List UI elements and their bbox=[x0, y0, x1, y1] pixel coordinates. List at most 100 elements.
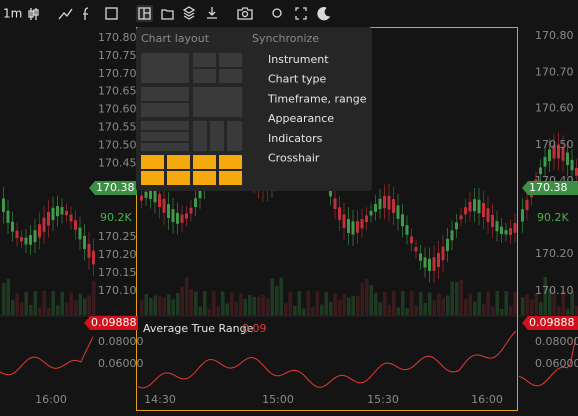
volume-bar bbox=[189, 289, 193, 315]
candle bbox=[374, 204, 377, 212]
candle bbox=[74, 220, 77, 230]
candle bbox=[38, 224, 41, 238]
last-price-tag: 170.38 bbox=[529, 181, 568, 194]
candle bbox=[180, 214, 184, 223]
atr-last-tag: 0.09888 bbox=[91, 316, 137, 329]
volume-bar bbox=[243, 298, 247, 315]
candle bbox=[432, 257, 436, 271]
candle bbox=[473, 199, 476, 212]
candle bbox=[414, 247, 418, 252]
layout-option-selected[interactable] bbox=[141, 155, 242, 185]
drawing-icon[interactable] bbox=[58, 8, 73, 20]
volume-bar bbox=[500, 308, 504, 315]
theme-icon[interactable] bbox=[317, 7, 331, 21]
candle bbox=[552, 145, 556, 159]
atr-last-tag-bg bbox=[84, 316, 138, 330]
layout-option[interactable] bbox=[141, 87, 242, 117]
sync-option[interactable]: Chart type bbox=[268, 73, 327, 86]
toolbar: 1m bbox=[3, 5, 331, 22]
volume-bar bbox=[405, 307, 409, 315]
download-icon[interactable] bbox=[207, 7, 217, 19]
layout-icon[interactable] bbox=[138, 7, 151, 20]
popup-subtitle: Synchronize bbox=[252, 32, 319, 45]
volume-bar bbox=[566, 308, 570, 315]
volume-bar bbox=[561, 291, 565, 315]
price-label: 170.50 bbox=[535, 138, 574, 151]
fullscreen-icon[interactable] bbox=[295, 7, 307, 20]
volume-bar bbox=[473, 301, 477, 315]
volume-bar bbox=[6, 279, 10, 315]
volume-bar bbox=[320, 304, 324, 315]
candle bbox=[423, 257, 427, 268]
volume-bar bbox=[329, 302, 333, 315]
settings-icon[interactable] bbox=[272, 8, 282, 18]
chart-type-icon[interactable] bbox=[28, 8, 39, 20]
candle bbox=[78, 227, 82, 240]
candle bbox=[387, 195, 391, 210]
candle bbox=[410, 236, 413, 244]
candle bbox=[15, 230, 19, 238]
volume-bar bbox=[266, 298, 270, 315]
function-icon[interactable] bbox=[83, 7, 89, 20]
candle bbox=[486, 208, 490, 222]
candle bbox=[468, 201, 472, 212]
volume-bar bbox=[504, 291, 508, 315]
indicator-value: 0.09 bbox=[242, 322, 267, 335]
image-icon[interactable] bbox=[105, 7, 118, 20]
volume-bar bbox=[302, 308, 306, 315]
volume-bar bbox=[24, 291, 28, 315]
candle bbox=[482, 202, 485, 217]
volume-bar bbox=[428, 292, 432, 315]
time-label: 16:00 bbox=[471, 393, 503, 406]
volume-bar bbox=[396, 307, 400, 315]
layout-popup: Chart layout Synchronize Instrument Chart… bbox=[136, 27, 372, 191]
volume-bar bbox=[464, 299, 468, 315]
price-label: 170.10 bbox=[98, 284, 137, 297]
timeframe-button[interactable]: 1m bbox=[3, 7, 22, 21]
camera-icon[interactable] bbox=[237, 7, 253, 20]
volume-bar bbox=[33, 291, 37, 315]
candle bbox=[491, 214, 494, 227]
volume-bar bbox=[455, 282, 459, 315]
atr-last-tag: 0.09888 bbox=[529, 316, 575, 329]
candle bbox=[392, 199, 395, 214]
folder-icon[interactable] bbox=[161, 9, 174, 20]
price-label: 170.80 bbox=[98, 31, 137, 44]
candle bbox=[56, 205, 59, 217]
volume-bar bbox=[356, 295, 360, 315]
candle bbox=[171, 209, 175, 222]
candle bbox=[140, 195, 143, 201]
volume-bar bbox=[365, 279, 369, 315]
candle bbox=[356, 221, 359, 233]
atr-line bbox=[137, 330, 517, 389]
price-label: 170.65 bbox=[98, 85, 137, 98]
volume-bar bbox=[11, 300, 15, 315]
volume-bar bbox=[149, 298, 153, 315]
atr-label: 0.08000 bbox=[535, 335, 578, 348]
candle bbox=[162, 198, 166, 213]
sync-option[interactable]: Instrument bbox=[268, 53, 329, 66]
sync-option[interactable]: Crosshair bbox=[268, 152, 320, 165]
volume-bar bbox=[360, 282, 364, 315]
atr-label: 0.06000 bbox=[98, 357, 144, 370]
layout-option[interactable] bbox=[141, 121, 242, 151]
candle bbox=[347, 219, 350, 234]
volume-bar bbox=[392, 291, 396, 315]
candle bbox=[60, 206, 64, 215]
volume-bar bbox=[83, 298, 87, 315]
volume-bar bbox=[20, 302, 24, 315]
volume-bar bbox=[414, 305, 418, 315]
candle bbox=[450, 230, 454, 241]
layout-option[interactable] bbox=[141, 53, 242, 83]
volume-bar bbox=[410, 291, 414, 315]
layers-icon[interactable] bbox=[182, 6, 196, 20]
candle bbox=[329, 188, 332, 197]
atr-last-tag-bg bbox=[522, 316, 578, 330]
candle bbox=[566, 152, 569, 166]
sync-option[interactable]: Appearance bbox=[268, 112, 334, 125]
atr-label: 0.08000 bbox=[98, 335, 144, 348]
sync-option[interactable]: Indicators bbox=[268, 132, 323, 145]
candle bbox=[69, 214, 73, 222]
volume-bar bbox=[74, 300, 78, 315]
sync-option[interactable]: Timeframe, range bbox=[267, 92, 367, 105]
